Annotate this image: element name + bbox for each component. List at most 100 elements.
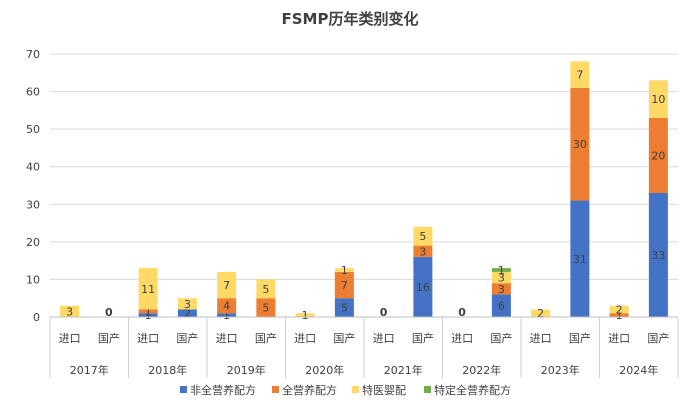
bar-segment: [138, 313, 158, 317]
x-tick-label: 进口: [451, 332, 473, 345]
y-tick-label: 60: [26, 86, 40, 99]
data-label: 2: [537, 307, 544, 320]
data-label: 4: [223, 300, 230, 313]
data-label: 3: [184, 298, 191, 311]
x-tick-label: 国产: [255, 331, 277, 345]
y-tick-label: 30: [26, 198, 40, 211]
x-group-label: 2021年: [384, 363, 423, 377]
y-tick-label: 40: [26, 161, 40, 174]
data-label: 5: [341, 302, 348, 315]
bar-segment: [648, 193, 668, 317]
bar-segment: [570, 200, 590, 317]
bar-segment: [491, 271, 511, 284]
data-label: 1: [498, 264, 505, 277]
x-group-label: 2022年: [462, 363, 501, 377]
legend-label: 特医婴配: [362, 383, 406, 397]
x-group-label: 2019年: [227, 363, 266, 377]
data-label: 1: [616, 309, 623, 322]
bar-segment: [138, 309, 158, 314]
x-tick-label: 进口: [59, 332, 81, 345]
data-label: 5: [262, 283, 269, 296]
legend-label: 非全营养配方: [190, 383, 256, 397]
data-label: 3: [498, 283, 505, 296]
chart-title: FSMP历年类别变化: [282, 10, 419, 28]
data-label: 5: [262, 302, 269, 315]
zero-data-label: 0: [105, 306, 113, 319]
data-label: 7: [223, 279, 230, 292]
x-tick-label: 国产: [647, 331, 669, 345]
data-label: 2: [184, 307, 191, 320]
data-label: 7: [341, 279, 348, 292]
y-tick-label: 0: [33, 311, 40, 324]
bar-segment: [531, 309, 551, 317]
x-tick-label: 国产: [412, 331, 434, 345]
x-tick-label: 进口: [608, 332, 630, 345]
y-tick-label: 70: [26, 48, 40, 61]
data-label: 6: [498, 300, 505, 313]
legend-swatch: [272, 386, 279, 393]
x-tick-label: 进口: [530, 332, 552, 345]
data-label: 3: [66, 305, 73, 318]
bar-segment: [334, 268, 354, 272]
y-tick-label: 20: [26, 236, 40, 249]
data-label: 1: [145, 305, 152, 318]
bar-segment: [413, 245, 433, 257]
y-tick-label: 50: [26, 123, 40, 136]
x-group-label: 2018年: [148, 363, 187, 377]
data-label: 2: [616, 303, 623, 316]
zero-data-label: 0: [380, 306, 388, 319]
bar-segment: [491, 283, 511, 295]
legend-swatch: [352, 386, 359, 393]
bar-segment: [256, 298, 276, 317]
x-group-label: 2024年: [619, 363, 658, 377]
data-label: 5: [419, 230, 426, 243]
bar-segment: [570, 61, 590, 88]
bar-segment: [138, 268, 158, 310]
x-tick-label: 进口: [137, 332, 159, 345]
data-label: 7: [576, 69, 583, 82]
y-axis: 0 10 20 30 40 50 60 70: [26, 48, 40, 324]
data-label: 16: [416, 281, 430, 294]
legend-label: 特定全营养配方: [434, 383, 511, 397]
x-tick-label: 国产: [98, 331, 120, 345]
data-label: 11: [141, 283, 155, 296]
x-tick-label: 国产: [569, 331, 591, 345]
bar-segment: [648, 80, 668, 118]
data-label: 1: [341, 264, 348, 277]
bar-segment: [413, 256, 433, 317]
bar-segment: [334, 298, 354, 317]
bar-segment: [256, 279, 276, 299]
x-tick-label: 进口: [216, 332, 238, 345]
legend-swatch: [180, 386, 187, 393]
x-tick-label: 国产: [490, 331, 512, 345]
bar-segment: [334, 271, 354, 299]
x-axis: 2017年 进口 国产 2018年 进口 国产 2019年 进口 国产 2020年 进口 国产 2021…: [49, 316, 679, 378]
bar-segment: [177, 298, 197, 310]
data-label: 1: [145, 309, 152, 322]
bar-segment: [60, 305, 80, 317]
x-group-label: 2020年: [305, 363, 344, 377]
x-group-label: 2017年: [70, 363, 109, 377]
y-tick-label: 10: [26, 273, 40, 286]
bar-segment: [570, 87, 590, 201]
data-label: 10: [651, 93, 665, 106]
data-label: 31: [573, 253, 587, 266]
x-tick-label: 进口: [373, 332, 395, 345]
x-tick-label: 国产: [176, 331, 198, 345]
x-group-label: 2023年: [541, 363, 580, 377]
data-label: 33: [651, 249, 665, 262]
data-label: 20: [651, 149, 665, 162]
bar-segment: [491, 268, 511, 272]
legend: 非全营养配方 全营养配方 特医婴配 特定全营养配方: [180, 383, 511, 397]
bar-segment: [217, 271, 237, 299]
legend-swatch: [424, 386, 431, 393]
data-label: 1: [302, 309, 309, 322]
data-label: 30: [573, 138, 587, 151]
bar-segment: [295, 313, 315, 317]
bar-segment: [217, 298, 237, 314]
x-tick-label: 国产: [333, 331, 355, 345]
data-label: 3: [419, 245, 426, 258]
bar-segment: [177, 309, 197, 317]
data-label: 1: [223, 309, 230, 322]
